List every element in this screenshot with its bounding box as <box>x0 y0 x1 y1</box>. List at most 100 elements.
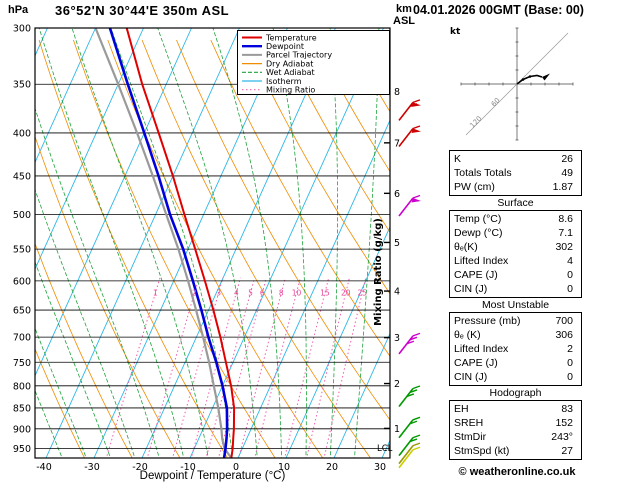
index-label: CAPE (J) <box>454 269 498 281</box>
index-value: 152 <box>555 417 573 429</box>
legend-item-label: Dry Adiabat <box>266 59 313 68</box>
index-row: θₑ(K) 302 <box>450 240 581 254</box>
wind-barb-icon <box>398 442 421 465</box>
index-row: Temp (°C) 8.6 <box>450 212 581 226</box>
indices-box: Pressure (mb) 700 θₑ (K) 306 Lifted Index 2 CA… <box>449 312 582 386</box>
hodograph-ring-label: 120 <box>468 115 483 130</box>
legend-item-label: Temperature <box>265 33 317 42</box>
index-label: StmSpd (kt) <box>454 445 510 457</box>
mixing-ratio-value-label: 6 <box>260 288 265 297</box>
temperature-tick-label: -10 <box>180 462 196 473</box>
dry-adiabat-line <box>244 39 390 295</box>
isotherm-line <box>381 439 390 458</box>
isotherm-line <box>35 28 192 377</box>
index-row: Totals Totals 49 <box>450 166 581 180</box>
pressure-tick-label: 500 <box>13 210 31 221</box>
index-value: 83 <box>561 403 573 415</box>
mixing-ratio-line <box>105 277 161 458</box>
dry-adiabat-line <box>38 39 229 458</box>
index-row: K 26 <box>450 152 581 166</box>
pressure-tick-label: 700 <box>13 333 31 344</box>
index-value: 2 <box>567 343 573 355</box>
mixing-ratio-value-label: 10 <box>292 288 302 297</box>
temperature-tick-label: 30 <box>374 462 386 473</box>
datetime-title: 04.01.2026 00GMT (Base: 00) <box>413 3 584 17</box>
index-label: SREH <box>454 417 484 429</box>
wind-barb-icon <box>398 416 421 439</box>
mixing-ratio-value-label: 2 <box>192 288 197 297</box>
index-value: 27 <box>561 445 573 457</box>
index-label: Lifted Index <box>454 255 509 267</box>
isotherm-line <box>45 28 240 458</box>
km-tick-label: 2 <box>394 379 400 390</box>
hodograph-point <box>528 75 532 78</box>
pressure-tick-label: 850 <box>13 403 31 414</box>
wet-adiabat-line <box>35 389 63 458</box>
dry-adiabat-line <box>141 39 371 458</box>
mixing-ratio-value-label: 1 <box>153 288 158 297</box>
x-axis-label: Dewpoint / Temperature (°C) <box>139 470 286 482</box>
temperature-curve <box>125 28 236 458</box>
wet-adiabat-line <box>35 107 160 458</box>
wind-barb-icon <box>398 125 421 147</box>
dewpoint-curve <box>108 28 229 458</box>
pressure-tick-label: 600 <box>13 276 31 287</box>
temperature-tick-label: 10 <box>278 462 290 473</box>
index-value: 302 <box>555 241 573 253</box>
legend-item-label: Mixing Ratio <box>266 86 315 95</box>
dry-adiabat-line <box>417 40 440 467</box>
index-value: 243° <box>551 431 573 443</box>
index-row: CAPE (J) 0 <box>450 356 581 370</box>
wind-barb-icon <box>398 332 421 355</box>
section-title: Most Unstable <box>481 299 550 311</box>
indices-box: K 26 Totals Totals 49 PW (cm) 1.87 <box>449 150 582 196</box>
temperature-tick-label: -30 <box>84 462 100 473</box>
km-tick-label: 5 <box>394 238 400 249</box>
km-tick-label: 4 <box>394 287 400 298</box>
pressure-tick-label: 900 <box>13 424 31 435</box>
legend-item-label: Dewpoint <box>266 42 304 51</box>
index-row: StmSpd (kt) 27 <box>450 444 581 458</box>
section-title: Surface <box>497 197 534 209</box>
index-label: θₑ(K) <box>454 241 478 253</box>
pressure-tick-label: 650 <box>13 306 31 317</box>
isotherm-line <box>285 225 390 458</box>
copyright: © weatheronline.co.uk <box>458 466 576 478</box>
hodograph-ring-label: 60 <box>490 96 502 108</box>
pressure-tick-label: 550 <box>13 245 31 256</box>
index-row: Lifted Index 2 <box>450 342 581 356</box>
mixing-ratio-value-label: 8 <box>279 288 284 297</box>
wind-barb-icon <box>398 99 421 121</box>
indices-panel: K 26 Totals Totals 49 PW (cm) 1.87 Surface Temp… <box>449 150 582 460</box>
index-value: 306 <box>555 329 573 341</box>
index-value: 0 <box>567 283 573 295</box>
index-row: SREH 152 <box>450 416 581 430</box>
index-label: StmDir <box>454 431 487 443</box>
indices-box: EH 83 SREH 152 StmDir 243° StmSpd (kt) 27 <box>449 400 582 460</box>
section-title: Hodograph <box>489 387 542 399</box>
index-row: EH 83 <box>450 402 581 416</box>
km-tick-label: 8 <box>394 87 400 98</box>
index-label: Totals Totals <box>454 167 512 179</box>
pressure-tick-label: 300 <box>13 24 31 35</box>
index-label: Temp (°C) <box>454 213 502 225</box>
temperature-tick-label: -40 <box>36 462 52 473</box>
wind-barb-icon <box>398 446 421 469</box>
index-row: StmDir 243° <box>450 430 581 444</box>
isotherm-line <box>141 28 336 458</box>
hodograph-unit-label: kt <box>450 27 461 37</box>
mixing-ratio-line <box>254 277 301 458</box>
pressure-tick-label: 800 <box>13 381 31 392</box>
isotherm-line <box>35 28 96 164</box>
index-value: 49 <box>561 167 573 179</box>
pressure-tick-label: 350 <box>13 80 31 91</box>
index-label: CIN (J) <box>454 371 488 383</box>
hodograph: 60 120 kt <box>450 27 574 141</box>
km-tick-label: 7 <box>394 138 400 149</box>
isotherm-line <box>35 28 144 271</box>
mixing-ratio-value-label: 25 <box>357 288 367 297</box>
legend-item-label: Parcel Trajectory <box>266 51 332 60</box>
temperature-tick-label: 20 <box>326 462 338 473</box>
hodograph-point <box>521 78 525 81</box>
isotherm-line <box>35 28 48 57</box>
